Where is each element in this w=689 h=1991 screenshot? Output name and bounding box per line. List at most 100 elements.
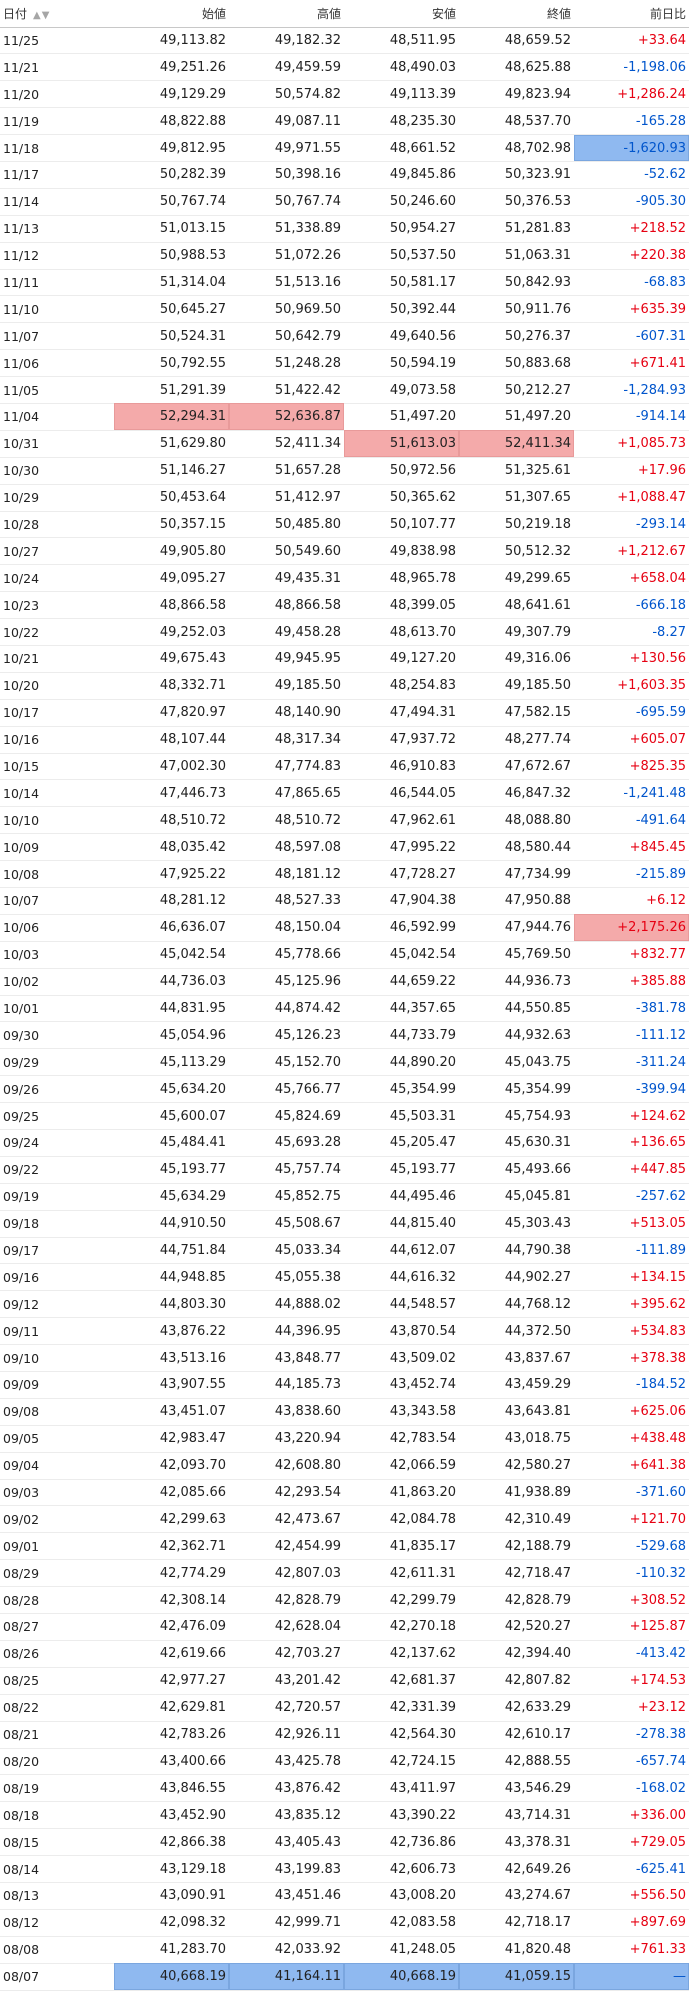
table-row: 11/19 48,822.88 49,087.11 48,235.30 48,537.7… bbox=[0, 107, 689, 136]
cell-date: 11/06 bbox=[0, 349, 114, 378]
cell-change: +1,212.67 bbox=[574, 537, 689, 566]
cell-close: 42,610.17 bbox=[459, 1721, 574, 1749]
cell-date: 09/22 bbox=[0, 1156, 114, 1184]
column-header-low: 安値 bbox=[344, 0, 459, 28]
cell-date: 08/21 bbox=[0, 1721, 114, 1749]
cell-low: 44,616.32 bbox=[344, 1263, 459, 1292]
cell-close: 46,847.32 bbox=[459, 779, 574, 808]
table-row: 10/21 49,675.43 49,945.95 49,127.20 49,316.0… bbox=[0, 645, 689, 673]
cell-date: 09/09 bbox=[0, 1371, 114, 1399]
cell-high: 42,999.71 bbox=[229, 1909, 344, 1937]
cell-date: 08/07 bbox=[0, 1963, 114, 1991]
column-header-high: 高値 bbox=[229, 0, 344, 28]
cell-date: 08/13 bbox=[0, 1882, 114, 1910]
cell-change: +671.41 bbox=[574, 349, 689, 378]
cell-high: 41,164.11 bbox=[229, 1963, 344, 1991]
cell-low: 50,537.50 bbox=[344, 242, 459, 270]
table-row: 09/24 45,484.41 45,693.28 45,205.47 45,630.3… bbox=[0, 1129, 689, 1157]
cell-date: 09/30 bbox=[0, 1021, 114, 1050]
cell-high: 42,703.27 bbox=[229, 1640, 344, 1668]
cell-low: 48,613.70 bbox=[344, 618, 459, 646]
cell-high: 49,945.95 bbox=[229, 645, 344, 673]
cell-high: 49,971.55 bbox=[229, 134, 344, 162]
cell-high: 52,636.87 bbox=[229, 403, 344, 431]
table-row: 08/29 42,774.29 42,807.03 42,611.31 42,718.4… bbox=[0, 1559, 689, 1588]
cell-high: 51,657.28 bbox=[229, 457, 344, 485]
cell-close: 50,323.91 bbox=[459, 161, 574, 189]
cell-low: 47,904.38 bbox=[344, 887, 459, 915]
column-header-open: 始値 bbox=[114, 0, 229, 28]
column-header-date[interactable]: 日付 ▲▼ bbox=[0, 0, 114, 28]
table-row: 11/07 50,524.31 50,642.79 49,640.56 50,276.3… bbox=[0, 322, 689, 351]
cell-change: -371.60 bbox=[574, 1479, 689, 1507]
cell-low: 49,640.56 bbox=[344, 322, 459, 351]
cell-change: -905.30 bbox=[574, 188, 689, 216]
cell-date: 10/30 bbox=[0, 457, 114, 485]
cell-date: 10/29 bbox=[0, 484, 114, 512]
cell-high: 42,473.67 bbox=[229, 1505, 344, 1534]
table-row: 09/26 45,634.20 45,766.77 45,354.99 45,354.9… bbox=[0, 1075, 689, 1104]
table-row: 10/08 47,925.22 48,181.12 47,728.27 47,734.9… bbox=[0, 860, 689, 888]
table-row: 10/01 44,831.95 44,874.42 44,357.65 44,550.8… bbox=[0, 995, 689, 1023]
table-row: 11/05 51,291.39 51,422.42 49,073.58 50,212.2… bbox=[0, 376, 689, 404]
cell-date: 11/18 bbox=[0, 134, 114, 162]
table-row: 10/02 44,736.03 45,125.96 44,659.22 44,936.7… bbox=[0, 968, 689, 996]
cell-date: 10/21 bbox=[0, 645, 114, 673]
cell-open: 42,085.66 bbox=[114, 1479, 229, 1507]
cell-date: 11/13 bbox=[0, 215, 114, 243]
cell-open: 44,948.85 bbox=[114, 1263, 229, 1292]
cell-close: 41,820.48 bbox=[459, 1936, 574, 1964]
cell-low: 49,838.98 bbox=[344, 537, 459, 566]
table-row: 11/25 49,113.82 49,182.32 48,511.95 48,659.5… bbox=[0, 27, 689, 55]
cell-change: -111.89 bbox=[574, 1237, 689, 1265]
cell-open: 51,291.39 bbox=[114, 376, 229, 404]
table-row: 08/25 42,977.27 43,201.42 42,681.37 42,807.8… bbox=[0, 1667, 689, 1695]
cell-high: 48,181.12 bbox=[229, 860, 344, 888]
cell-date: 10/17 bbox=[0, 699, 114, 727]
cell-open: 50,453.64 bbox=[114, 484, 229, 512]
cell-close: 42,188.79 bbox=[459, 1532, 574, 1561]
cell-high: 50,969.50 bbox=[229, 295, 344, 324]
cell-low: 42,066.59 bbox=[344, 1452, 459, 1480]
cell-high: 48,140.90 bbox=[229, 699, 344, 727]
cell-close: 45,354.99 bbox=[459, 1075, 574, 1104]
cell-date: 09/11 bbox=[0, 1317, 114, 1346]
cell-open: 51,629.80 bbox=[114, 430, 229, 458]
cell-close: 50,376.53 bbox=[459, 188, 574, 216]
cell-low: 42,724.15 bbox=[344, 1748, 459, 1776]
cell-high: 43,405.43 bbox=[229, 1828, 344, 1857]
cell-high: 45,508.67 bbox=[229, 1210, 344, 1238]
cell-high: 49,458.28 bbox=[229, 618, 344, 646]
cell-date: 10/09 bbox=[0, 833, 114, 862]
cell-change: -184.52 bbox=[574, 1371, 689, 1399]
cell-close: 47,582.15 bbox=[459, 699, 574, 727]
cell-high: 47,774.83 bbox=[229, 753, 344, 781]
cell-open: 45,484.41 bbox=[114, 1129, 229, 1157]
cell-open: 42,977.27 bbox=[114, 1667, 229, 1695]
table-row: 11/21 49,251.26 49,459.59 48,490.03 48,625.8… bbox=[0, 53, 689, 82]
cell-date: 08/25 bbox=[0, 1667, 114, 1695]
table-row: 09/02 42,299.63 42,473.67 42,084.78 42,310.4… bbox=[0, 1505, 689, 1534]
cell-low: 48,399.05 bbox=[344, 591, 459, 620]
cell-open: 50,524.31 bbox=[114, 322, 229, 351]
cell-open: 49,812.95 bbox=[114, 134, 229, 162]
cell-low: 48,235.30 bbox=[344, 107, 459, 136]
cell-low: 44,548.57 bbox=[344, 1290, 459, 1319]
cell-open: 40,668.19 bbox=[114, 1963, 229, 1991]
cell-open: 48,866.58 bbox=[114, 591, 229, 620]
sort-arrows-icon[interactable]: ▲▼ bbox=[33, 9, 51, 21]
cell-close: 49,299.65 bbox=[459, 564, 574, 593]
table-row: 09/09 43,907.55 44,185.73 43,452.74 43,459.2… bbox=[0, 1371, 689, 1399]
table-row: 10/17 47,820.97 48,140.90 47,494.31 47,582.1… bbox=[0, 699, 689, 727]
cell-date: 09/25 bbox=[0, 1102, 114, 1131]
cell-date: 10/27 bbox=[0, 537, 114, 566]
cell-change: -52.62 bbox=[574, 161, 689, 189]
cell-open: 42,983.47 bbox=[114, 1425, 229, 1453]
cell-close: 51,281.83 bbox=[459, 215, 574, 243]
cell-change: -381.78 bbox=[574, 995, 689, 1023]
table-row: 10/22 49,252.03 49,458.28 48,613.70 49,307.7… bbox=[0, 618, 689, 646]
cell-high: 45,055.38 bbox=[229, 1263, 344, 1292]
cell-high: 43,220.94 bbox=[229, 1425, 344, 1453]
cell-change: +23.12 bbox=[574, 1694, 689, 1722]
cell-high: 45,824.69 bbox=[229, 1102, 344, 1131]
